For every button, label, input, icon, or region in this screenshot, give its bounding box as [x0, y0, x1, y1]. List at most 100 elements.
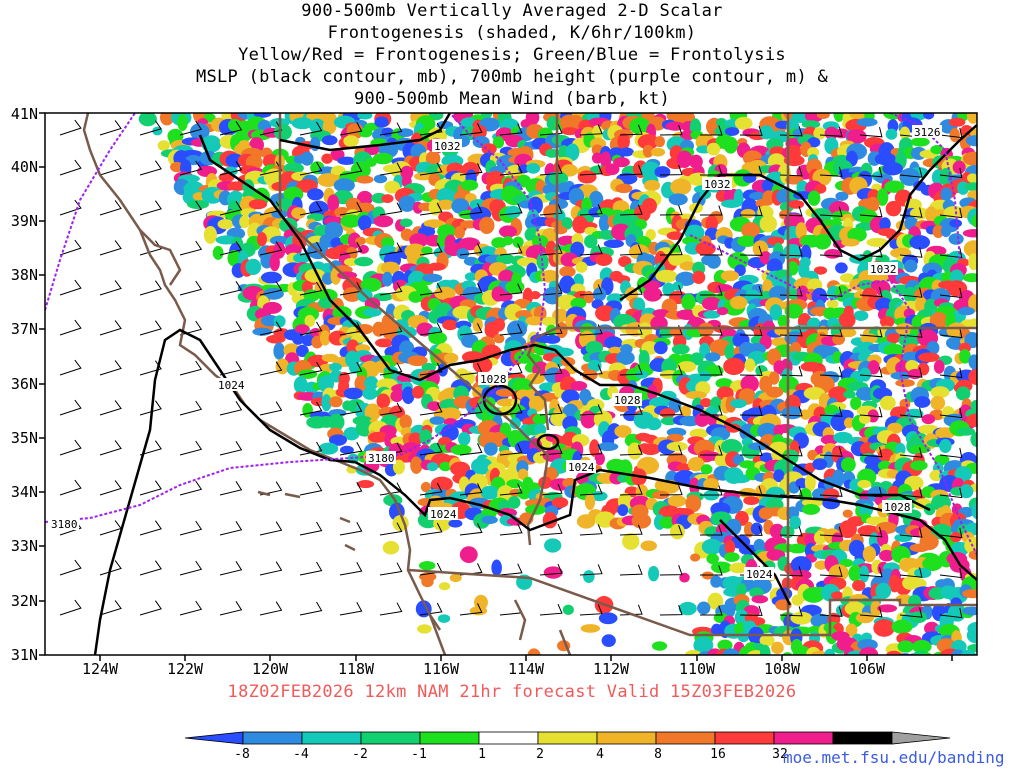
wind-barb	[139, 480, 162, 496]
shading-cell	[517, 468, 529, 481]
shading-cell	[884, 180, 905, 193]
shading-cell	[399, 414, 412, 430]
wind-barb	[179, 440, 203, 456]
shading-cell	[374, 116, 389, 128]
wind-barb	[59, 319, 82, 336]
shading-cell	[832, 469, 845, 488]
wind-barb	[539, 483, 563, 496]
shading-cell	[266, 334, 286, 344]
shading-cell	[328, 413, 345, 431]
shading-cell	[291, 117, 314, 130]
wind-barb	[659, 565, 683, 576]
svg-text:1024: 1024	[568, 461, 595, 474]
wind-barb	[419, 522, 443, 536]
wind-barb	[659, 525, 683, 536]
wind-barb	[299, 401, 323, 416]
shading-cell	[816, 113, 830, 119]
shading-cell	[930, 386, 950, 399]
shading-cell	[605, 163, 620, 176]
shading-cell	[343, 387, 363, 400]
shading-cell	[857, 479, 872, 489]
wind-barb	[939, 287, 963, 299]
wind-barb	[59, 199, 82, 216]
shading-cell	[826, 299, 839, 309]
shading-cell	[430, 476, 453, 492]
wind-barb	[219, 481, 243, 496]
shading-cell	[680, 405, 692, 419]
shading-cell	[958, 306, 975, 316]
shading-cell	[940, 187, 953, 202]
shading-cell	[909, 543, 930, 553]
shading-cell	[843, 390, 856, 399]
wind-barb	[819, 566, 843, 577]
title-line-2: Frontogenesis (shaded, K/6hr/100km)	[327, 23, 697, 43]
shading-cell	[617, 132, 630, 150]
wind-barb	[179, 360, 203, 376]
wind-barb	[859, 566, 883, 578]
wind-barb	[739, 205, 763, 216]
wind-barb	[139, 280, 162, 296]
channel-islands	[257, 490, 356, 552]
shading-cell	[724, 127, 740, 136]
wind-barb	[299, 201, 323, 216]
shading-cell	[275, 358, 290, 375]
shading-cell	[357, 215, 372, 231]
wind-barb	[619, 564, 643, 576]
shading-cell	[436, 199, 455, 210]
wind-barb	[179, 400, 203, 416]
wind-barb	[579, 524, 603, 536]
wind-barb	[139, 600, 162, 616]
shading-cell	[291, 207, 306, 220]
wind-barb	[499, 323, 523, 336]
shading-cell	[329, 362, 342, 372]
shading-cell	[879, 316, 895, 328]
wind-barb	[659, 365, 683, 376]
shading-cell	[542, 316, 557, 327]
mslp-1028	[198, 134, 931, 512]
lon-label: 122W	[166, 660, 204, 678]
shading-cell	[470, 457, 493, 475]
shading-cell	[456, 248, 470, 260]
shading-cell	[848, 564, 862, 582]
wind-barb	[179, 480, 203, 496]
shading-cell	[842, 509, 853, 518]
shading-cell	[723, 136, 738, 154]
shading-cell	[597, 207, 615, 218]
shading-cell	[212, 245, 224, 260]
shading-cell	[910, 460, 928, 471]
shading-cell	[561, 389, 580, 404]
shading-cell	[545, 148, 559, 158]
shading-cell	[666, 231, 684, 241]
svg-text:1032: 1032	[870, 263, 897, 276]
shading-cell	[560, 376, 577, 394]
shading-cell	[655, 269, 678, 283]
shading-cell	[739, 460, 757, 469]
shading-cell	[437, 614, 451, 623]
shading-cell	[885, 200, 902, 217]
wind-barb	[99, 120, 122, 136]
wind-barb	[499, 203, 523, 216]
shading-cell	[570, 297, 587, 309]
shading-cell	[443, 352, 459, 364]
wind-barb	[219, 441, 243, 456]
colorbar-label: 16	[710, 747, 726, 762]
shading-cell	[859, 647, 879, 655]
shading-cell	[327, 194, 340, 213]
shading-cell	[814, 183, 827, 194]
lat-label: 36N	[10, 375, 38, 393]
shading-cell	[322, 118, 337, 135]
shading-cell	[737, 235, 758, 247]
contour-label: 1032	[868, 262, 898, 276]
shading-cell	[356, 480, 375, 489]
shading-cell	[939, 439, 952, 454]
wind-barb	[939, 447, 963, 459]
shading-cell	[480, 485, 499, 500]
shading-cell	[671, 344, 690, 355]
shading-cell	[801, 503, 821, 515]
shading-cell	[853, 310, 869, 321]
svg-text:3180: 3180	[51, 518, 78, 531]
colorbar-arrow-low	[184, 731, 244, 745]
wind-barb	[859, 206, 883, 218]
wind-barb	[99, 400, 122, 416]
wind-barb	[659, 605, 683, 616]
